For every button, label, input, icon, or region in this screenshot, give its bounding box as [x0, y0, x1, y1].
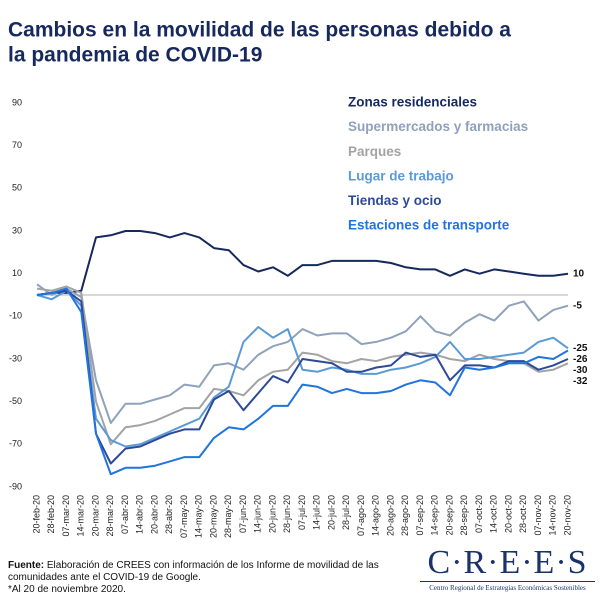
- end-label: -5: [573, 300, 582, 311]
- x-tick-label: 07-jul-20: [297, 495, 307, 530]
- series-line: [36, 230, 569, 296]
- logo: C·R·E·E·S Centro Regional de Estrategias…: [420, 545, 595, 592]
- legend-label: Tiendas y ocio: [348, 193, 442, 208]
- x-tick-label: 28-mar-20: [105, 495, 115, 537]
- x-tick-label: 28-jul-20: [341, 495, 351, 530]
- x-tick-label: 14-oct-20: [489, 495, 499, 533]
- y-tick-label: -10: [9, 311, 22, 321]
- x-tick-label: 20-abr-20: [149, 495, 159, 534]
- x-tick-label: 07-oct-20: [474, 495, 484, 533]
- x-tick-label: 28-sep-20: [459, 495, 469, 536]
- end-label: -25: [573, 343, 588, 354]
- y-tick-label: -30: [9, 353, 22, 363]
- y-tick-label: 70: [12, 140, 22, 150]
- x-tick-label: 07-nov-20: [533, 495, 543, 536]
- x-tick-label: 14-jun-20: [253, 495, 263, 533]
- x-tick-label: 07-may-20: [179, 495, 189, 538]
- x-tick-label: 14-jul-20: [312, 495, 322, 530]
- series-line: [36, 289, 569, 465]
- legend-label: Zonas residenciales: [348, 95, 477, 110]
- series-line: [36, 289, 569, 448]
- x-tick-label: 28-feb-20: [46, 495, 56, 534]
- note: *Al 20 de noviembre 2020.: [8, 584, 126, 595]
- x-tick-label: 14-nov-20: [548, 495, 558, 536]
- x-tick-label: 07-jun-20: [238, 495, 248, 533]
- x-tick-label: 07-mar-20: [61, 495, 71, 537]
- x-tick-label: 20-sep-20: [444, 495, 454, 536]
- x-tick-label: 20-may-20: [208, 495, 218, 538]
- y-tick-label: 10: [12, 268, 22, 278]
- x-tick-label: 20-mar-20: [90, 495, 100, 537]
- legend-label: Parques: [348, 144, 401, 159]
- x-tick-label: 07-sep-20: [415, 495, 425, 536]
- series-line: [36, 287, 569, 476]
- x-tick-label: 14-may-20: [194, 495, 204, 538]
- x-tick-label: 14-ago-20: [371, 495, 381, 536]
- x-tick-label: 28-abr-20: [164, 495, 174, 534]
- x-tick-label: 07-abr-20: [120, 495, 130, 534]
- x-tick-label: 28-ago-20: [400, 495, 410, 536]
- x-tick-label: 14-mar-20: [76, 495, 86, 537]
- x-tick-label: 28-jun-20: [282, 495, 292, 533]
- chart-title: Cambios en la movilidad de las personas …: [8, 19, 511, 42]
- x-tick-label: 20-jun-20: [267, 495, 277, 533]
- legend-label: Supermercados y farmacias: [348, 119, 528, 134]
- y-tick-label: 90: [12, 97, 22, 107]
- chart-title: la pandemia de COVID-19: [8, 44, 262, 67]
- footer: Fuente: Elaboración de CREES con informa…: [8, 560, 413, 596]
- x-tick-label: 28-may-20: [223, 495, 233, 538]
- series-line: [36, 283, 569, 424]
- x-tick-label: 20-nov-20: [562, 495, 572, 536]
- end-label: -26: [573, 354, 588, 365]
- logo-subtitle: Centro Regional de Estrategias Económica…: [420, 581, 595, 592]
- end-label: -32: [573, 376, 588, 387]
- y-tick-label: 50: [12, 183, 22, 193]
- x-tick-label: 20-jul-20: [326, 495, 336, 530]
- x-tick-label: 20-ago-20: [385, 495, 395, 536]
- end-label: -30: [573, 365, 588, 376]
- logo-name: C·R·E·E·S: [427, 544, 588, 581]
- source-label: Fuente:: [8, 560, 45, 571]
- legend-label: Estaciones de transporte: [348, 218, 510, 233]
- x-tick-label: 14-sep-20: [430, 495, 440, 536]
- x-tick-label: 14-abr-20: [135, 495, 145, 534]
- y-tick-label: 30: [12, 225, 22, 235]
- x-tick-label: 20-oct-20: [503, 495, 513, 533]
- y-tick-label: -50: [9, 396, 22, 406]
- y-tick-label: -90: [9, 481, 22, 491]
- series-line: [36, 285, 569, 446]
- source-text: Elaboración de CREES con información de …: [8, 560, 379, 583]
- legend-label: Lugar de trabajo: [348, 168, 454, 183]
- x-tick-label: 28-oct-20: [518, 495, 528, 533]
- end-label: 10: [573, 268, 585, 279]
- y-tick-label: -70: [9, 439, 22, 449]
- x-tick-label: 20-feb-20: [31, 495, 41, 534]
- x-tick-label: 07-ago-20: [356, 495, 366, 536]
